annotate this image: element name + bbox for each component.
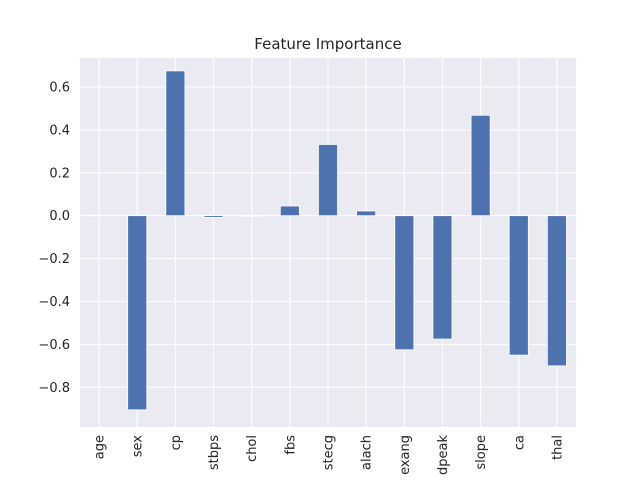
x-axis-ticks: age sex cp stbps chol fbs stecg alach exang dpeak… <box>93 435 566 475</box>
x-tick-label: slope <box>474 435 489 470</box>
x-tick-label: exang <box>398 435 413 475</box>
y-tick-label: 0.0 <box>49 209 70 224</box>
x-tick-label: thal <box>550 435 565 460</box>
bar-thal <box>546 215 567 367</box>
bar-ca <box>508 215 529 356</box>
y-tick-label: −0.8 <box>38 381 70 396</box>
x-tick-label: fbs <box>283 435 298 455</box>
bar-cp <box>165 70 186 217</box>
x-tick-label: stbps <box>207 435 222 470</box>
bar-age <box>89 214 110 217</box>
y-tick-label: −0.2 <box>38 252 70 267</box>
x-tick-label: alach <box>360 435 375 470</box>
y-tick-label: −0.6 <box>38 338 70 353</box>
bar-chol <box>241 215 262 217</box>
x-tick-label: sex <box>131 435 146 458</box>
bar-stecg <box>318 144 338 217</box>
x-tick-label: chol <box>245 435 260 462</box>
y-tick-label: −0.4 <box>38 295 70 310</box>
bar-alach <box>356 210 377 217</box>
y-axis-ticks: 0.6 0.4 0.2 0.0 −0.2 −0.4 −0.6 −0.8 <box>38 80 70 395</box>
bar-stbps <box>203 215 224 218</box>
bar-exang <box>394 215 415 351</box>
bar-fbs <box>279 205 300 217</box>
y-tick-label: 0.2 <box>49 166 70 181</box>
bars <box>89 70 567 411</box>
bar-sex <box>127 215 148 411</box>
y-tick-label: 0.6 <box>49 80 70 95</box>
bar-slope <box>470 114 491 217</box>
x-tick-label: stecg <box>322 435 337 470</box>
x-tick-label: dpeak <box>436 435 451 475</box>
x-tick-label: cp <box>169 435 184 450</box>
bar-dpeak <box>432 215 453 340</box>
chart-title: Feature Importance <box>254 35 401 53</box>
x-tick-label: ca <box>512 435 527 450</box>
y-tick-label: 0.4 <box>49 123 70 138</box>
x-tick-label: age <box>93 435 108 459</box>
